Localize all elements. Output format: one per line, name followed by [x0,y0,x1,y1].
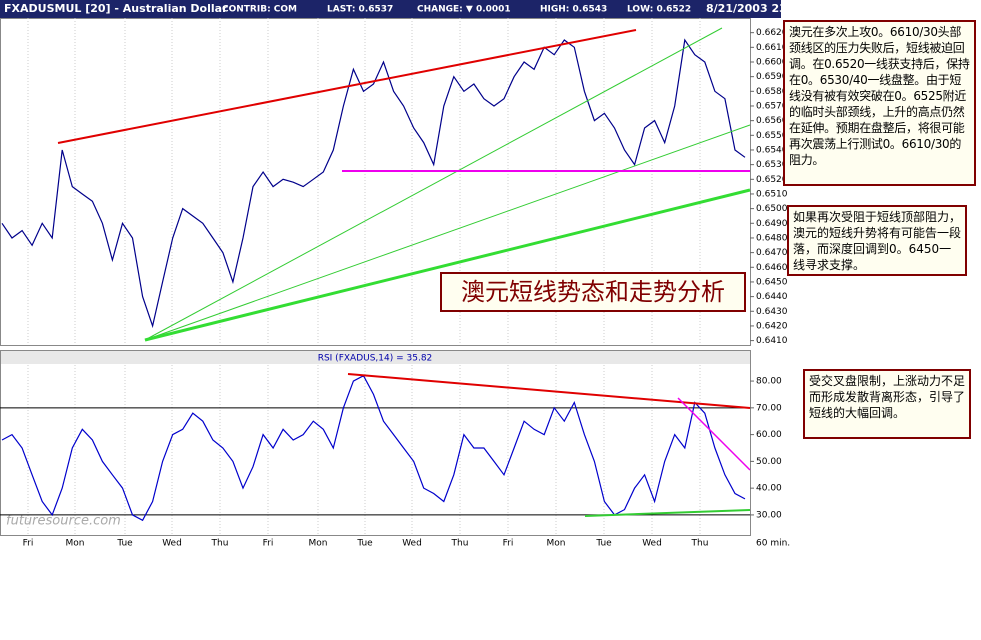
y-tick-label: 50.00 [756,457,782,467]
y-tick-label: 60.00 [756,430,782,440]
y-tick-label: 0.6490 [756,219,788,229]
trendline [144,188,751,342]
y-tick-label: 0.6550 [756,131,788,141]
y-tick-label: 0.6520 [756,175,788,185]
trendline [144,27,723,341]
last: LAST: 0.6537 [327,5,393,15]
y-tick-label: 0.6580 [756,87,788,97]
x-tick-label: Wed [162,539,182,549]
header-bar [0,0,781,18]
x-tick-label: Mon [309,539,328,549]
y-tick-label: 40.00 [756,484,782,494]
change: CHANGE: ▼ 0.0001 [417,5,511,15]
x-tick-label: Thu [211,539,229,549]
series-line [1,38,746,329]
x-tick-label: Fri [23,539,34,549]
chart: FXADUSMUL [20] - Australian Dollar CONTR… [0,0,807,549]
header: FXADUSMUL [20] - Australian Dollar CONTR… [4,2,807,15]
y-tick-label: 0.6440 [756,292,788,302]
y-tick-label: 0.6620 [756,28,788,38]
x-tick-label: Fri [263,539,274,549]
rsi-title-bar [1,351,750,364]
x-tick-label: Tue [595,539,612,549]
trendline [677,397,751,471]
y-tick-label: 0.6460 [756,263,788,273]
y-tick-label: 0.6470 [756,248,788,258]
y-tick-label: 30.00 [756,510,782,520]
x-unit: 60 min. [756,539,790,549]
annotation: 澳元在多次上攻0。6610/30头部颈线区的压力失败后，短线被迫回调。在0.65… [783,20,976,186]
low: LOW: 0.6522 [627,5,691,15]
trendline [347,373,751,409]
y-tick-label: 0.6430 [756,307,788,317]
x-tick-label: Thu [691,539,709,549]
symbol: FXADUSMUL [20] - Australian Dollar [4,2,228,15]
y-tick-label: 0.6450 [756,277,788,287]
high: HIGH: 0.6543 [540,5,607,15]
y-tick-label: 80.00 [756,377,782,387]
x-tick-label: Wed [402,539,422,549]
x-tick-label: Mon [66,539,85,549]
y-tick-label: 0.6590 [756,72,788,82]
contrib: CONTRIB: COM [222,5,297,15]
rsi-title: RSI (FXADUS,14) = 35.82 [318,354,433,364]
x-tick-label: Thu [451,539,469,549]
y-tick-label: 0.6510 [756,189,788,199]
x-tick-label: Mon [547,539,566,549]
y-tick-label: 70.00 [756,403,782,413]
y-tick-label: 0.6570 [756,101,788,111]
trendline [584,509,751,517]
y-tick-label: 0.6600 [756,57,788,67]
watermark: futuresource.com [6,514,121,529]
x-tick-label: Wed [642,539,662,549]
price-frame [0,18,751,346]
y-tick-label: 0.6420 [756,321,788,331]
x-tick-label: Fri [503,539,514,549]
annotation: 受交叉盘限制，上涨动力不足而形成发散背离形态，引导了短线的大幅回调。 [803,369,971,439]
x-tick-label: Tue [356,539,373,549]
series-line [1,374,746,522]
x-tick-label: Tue [116,539,133,549]
y-tick-label: 0.6410 [756,336,788,346]
y-tick-label: 0.6500 [756,204,788,214]
y-tick-label: 0.6530 [756,160,788,170]
y-tick-label: 0.6480 [756,233,788,243]
y-tick-label: 0.6540 [756,145,788,155]
trendline [57,29,637,144]
y-tick-label: 0.6610 [756,43,788,53]
y-tick-label: 0.6560 [756,116,788,126]
trendline [144,124,751,341]
annotation: 如果再次受阻于短线顶部阻力，澳元的短线升势将有可能告一段落，而深度回调到0。64… [787,205,967,276]
rsi-frame [0,350,751,536]
datetime: 8/21/2003 23:00 [706,2,807,15]
annotation-title: 澳元短线势态和走势分析 [440,272,746,312]
